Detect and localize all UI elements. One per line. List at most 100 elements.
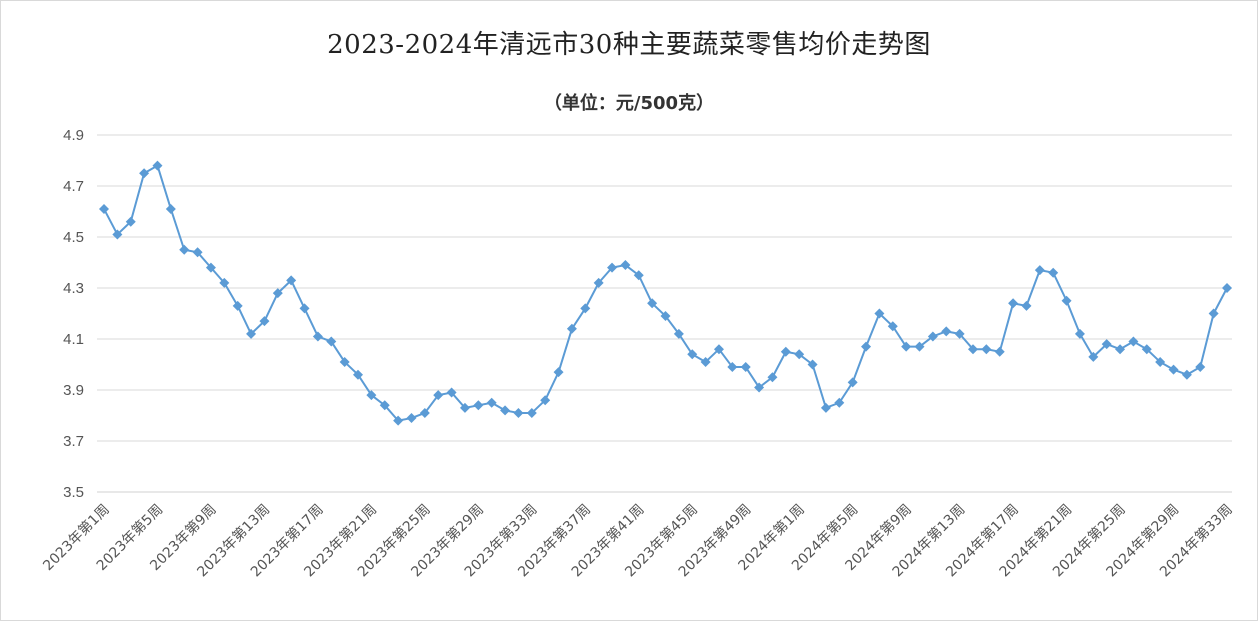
data-point-marker xyxy=(1195,362,1206,373)
data-point-marker xyxy=(312,331,323,342)
data-point-marker xyxy=(727,362,738,373)
data-point-marker xyxy=(286,275,297,286)
data-point-marker xyxy=(272,288,283,299)
data-point-marker xyxy=(540,395,551,406)
data-point-marker xyxy=(205,262,216,273)
data-point-marker xyxy=(566,323,577,334)
data-point-marker xyxy=(861,341,872,352)
data-point-marker xyxy=(941,326,952,337)
data-point-marker xyxy=(673,328,684,339)
data-point-marker xyxy=(794,349,805,360)
data-point-marker xyxy=(754,382,765,393)
data-point-marker xyxy=(366,390,377,401)
data-point-marker xyxy=(393,415,404,426)
data-point-marker xyxy=(192,247,203,258)
data-point-marker xyxy=(179,244,190,255)
data-point-marker xyxy=(99,203,109,214)
data-point-marker xyxy=(219,277,230,288)
data-point-marker xyxy=(473,400,484,411)
x-axis-ticks: 2023年第1周2023年第5周2023年第9周2023年第13周2023年第1… xyxy=(40,501,1236,581)
data-point-marker xyxy=(232,300,243,311)
data-point-marker xyxy=(379,400,390,411)
data-point-marker xyxy=(981,344,992,355)
y-tick-label: 4.9 xyxy=(63,127,84,144)
data-point-marker xyxy=(820,402,831,413)
chart-title: 2023-2024年清远市30种主要蔬菜零售均价走势图 xyxy=(327,30,931,60)
data-point-marker xyxy=(139,168,150,179)
data-point-marker xyxy=(700,356,711,367)
data-point-marker xyxy=(914,341,925,352)
data-point-marker xyxy=(1088,351,1099,362)
data-point-marker xyxy=(1115,344,1126,355)
data-point-marker xyxy=(607,262,618,273)
data-point-marker xyxy=(1222,283,1232,293)
data-point-marker xyxy=(299,303,310,314)
data-point-marker xyxy=(780,346,791,357)
data-point-marker xyxy=(326,336,337,347)
data-point-marker xyxy=(1168,364,1179,375)
data-point-marker xyxy=(152,160,163,171)
y-tick-label: 3.7 xyxy=(63,433,84,450)
data-point-marker xyxy=(246,328,257,339)
y-tick-label: 4.3 xyxy=(63,280,84,297)
data-point-marker xyxy=(847,377,858,388)
data-point-marker xyxy=(954,328,965,339)
data-point-marker xyxy=(446,387,457,398)
data-point-marker xyxy=(339,356,350,367)
gridlines xyxy=(97,134,1232,493)
data-point-marker xyxy=(620,260,631,271)
data-point-marker xyxy=(633,270,644,281)
y-tick-label: 4.7 xyxy=(63,178,84,195)
y-tick-label: 3.9 xyxy=(63,382,84,399)
series-line xyxy=(103,164,1228,422)
data-point-marker xyxy=(1141,344,1152,355)
data-point-marker xyxy=(1155,356,1166,367)
data-point-marker xyxy=(874,308,885,319)
data-point-marker xyxy=(112,229,123,240)
data-point-marker xyxy=(1021,300,1032,311)
data-point-marker xyxy=(927,331,938,342)
data-point-marker xyxy=(580,303,591,314)
data-point-marker xyxy=(1008,298,1019,309)
data-point-marker xyxy=(1034,265,1045,276)
data-point-marker xyxy=(165,203,176,214)
y-tick-label: 4.5 xyxy=(63,229,84,246)
data-point-marker xyxy=(1101,339,1112,350)
data-point-marker xyxy=(967,344,978,355)
data-point-marker xyxy=(593,277,604,288)
data-point-marker xyxy=(1061,295,1072,306)
data-point-marker xyxy=(486,397,497,408)
data-point-marker xyxy=(807,359,818,370)
data-point-marker xyxy=(553,367,564,378)
data-point-marker xyxy=(713,344,724,355)
data-point-marker xyxy=(834,397,845,408)
chart-subtitle: （单位：元/500克） xyxy=(543,93,715,114)
y-tick-label: 4.1 xyxy=(63,331,84,348)
data-point-marker xyxy=(125,216,136,227)
data-point-marker xyxy=(740,362,751,373)
data-point-marker xyxy=(526,407,537,418)
series-group xyxy=(99,160,1232,426)
data-point-marker xyxy=(660,311,671,322)
data-point-marker xyxy=(406,413,417,424)
data-point-marker xyxy=(1128,336,1139,347)
y-tick-label: 3.5 xyxy=(63,484,84,501)
data-point-marker xyxy=(500,405,511,416)
data-point-marker xyxy=(887,321,898,332)
data-point-marker xyxy=(259,316,270,327)
data-point-marker xyxy=(767,372,778,383)
data-point-marker xyxy=(1048,267,1059,278)
data-point-marker xyxy=(901,341,912,352)
data-point-marker xyxy=(647,298,658,309)
data-point-marker xyxy=(459,402,470,413)
data-point-marker xyxy=(1181,369,1192,380)
data-point-marker xyxy=(1074,328,1085,339)
data-point-marker xyxy=(433,390,444,401)
data-point-marker xyxy=(687,349,698,360)
data-point-marker xyxy=(994,346,1005,357)
y-axis-ticks: 3.5 3.7 3.9 4.1 4.3 4.5 4.7 4.9 xyxy=(63,127,84,501)
data-point-marker xyxy=(419,407,430,418)
data-point-marker xyxy=(1208,308,1219,319)
